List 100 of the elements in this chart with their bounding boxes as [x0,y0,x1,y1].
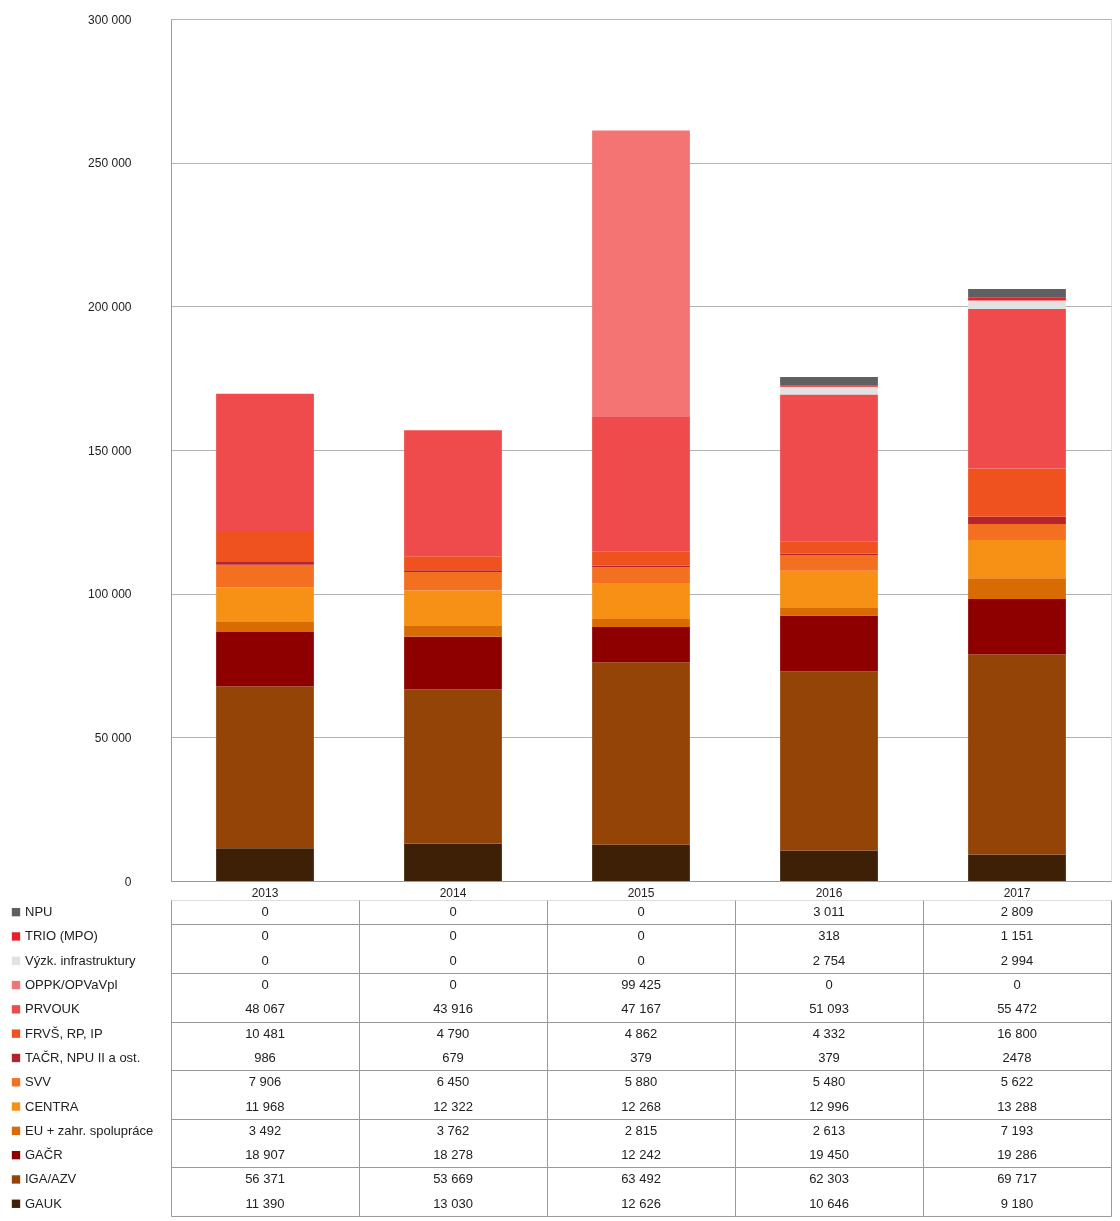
data-label: 4 862 [624,1025,658,1041]
bar [404,572,502,591]
data-label: 53 669 [433,1171,473,1187]
bar [780,394,878,542]
data-label: 2 809 [1000,904,1034,920]
bar [592,130,690,417]
data-label: 18 278 [433,1147,473,1163]
bar [592,619,690,628]
legend-label: PRVOUK [25,1001,80,1017]
bar [216,562,314,565]
data-label: 0 [637,952,645,968]
data-label: 5 880 [624,1074,658,1090]
legend-label: IGA/AZV [25,1171,77,1187]
data-label: 48 067 [245,1001,285,1017]
x-tick-label: 2014 [439,885,467,900]
data-label: 0 [449,904,457,920]
bar [968,289,1066,298]
data-label: 12 268 [621,1098,661,1114]
data-label: 51 093 [809,1001,849,1017]
data-label: 2 613 [812,1122,846,1138]
data-label: 379 [630,1049,652,1065]
legend-label: FRVŠ, RP, IP [25,1025,103,1041]
data-label: 62 303 [809,1171,849,1187]
bar [404,636,502,690]
legend-label: SVV [25,1074,52,1090]
legend-label: NPU [25,904,53,920]
bar [968,523,1066,541]
data-label: 10 646 [809,1195,849,1211]
bar [780,608,878,616]
bar [968,516,1066,524]
data-label: 11 390 [245,1195,285,1211]
bar [780,554,878,571]
data-label: 5 622 [1000,1074,1034,1090]
data-label: 0 [637,928,645,944]
data-label: 13 030 [433,1195,473,1211]
legend-label: EU + zahr. spolupráce [25,1122,154,1138]
legend-label: CENTRA [25,1098,79,1114]
data-label: 47 167 [621,1001,661,1017]
x-tick-label: 2016 [815,885,843,900]
bar [592,551,690,566]
legend-label: OPPK/OPVaVpI [25,977,118,993]
data-label: 3 492 [248,1122,282,1138]
legend-label: GAČR [25,1147,63,1163]
data-label: 16 800 [997,1025,1037,1041]
bar [216,564,314,588]
legend-label: TRIO (MPO) [25,928,98,944]
data-label: 3 762 [436,1122,470,1138]
bar [404,556,502,571]
data-label: 1 151 [1000,928,1034,944]
data-label: 56 371 [245,1171,285,1187]
y-tick-label: 200 000 [88,299,132,314]
data-label: 2478 [1002,1049,1032,1065]
data-label: 13 288 [997,1098,1037,1114]
bar [592,566,690,584]
legend-label: Výzk. infrastruktury [25,952,137,968]
bar [968,578,1066,599]
bar [592,662,690,845]
data-label: 6 450 [436,1074,470,1090]
bar [592,583,690,620]
data-label: 0 [449,928,457,944]
data-label: 0 [261,904,269,920]
data-label: 0 [825,977,833,993]
data-label: 0 [261,928,269,944]
data-label: 0 [1013,977,1021,993]
bar [216,686,314,849]
x-tick-label: 2017 [1003,885,1031,900]
y-tick-label: 0 [124,874,132,889]
bar [780,377,878,386]
bar [216,621,314,632]
bar [968,540,1066,579]
bar [216,848,314,881]
data-label: 0 [637,904,645,920]
data-label: 379 [818,1049,840,1065]
data-label: 99 425 [621,977,661,993]
data-label: 12 996 [809,1098,849,1114]
x-tick-label: 2015 [627,885,655,900]
data-label: 55 472 [997,1001,1037,1017]
data-label: 19 286 [997,1147,1037,1163]
data-label: 12 242 [621,1147,661,1163]
bar [404,689,502,844]
data-label: 4 332 [812,1025,846,1041]
data-label: 63 492 [621,1171,661,1187]
bar [968,468,1066,517]
bar [780,541,878,554]
data-label: 69 717 [997,1171,1037,1187]
data-label: 7 906 [248,1074,282,1090]
data-label: 7 193 [1000,1122,1034,1138]
data-label: 12 322 [433,1098,473,1114]
bar [780,671,878,851]
bar [780,615,878,672]
legend-label: TAČR, NPU II a ost. [25,1049,141,1065]
data-label: 5 480 [812,1074,846,1090]
data-label: 986 [254,1049,276,1065]
bar [216,631,314,687]
y-tick-label: 100 000 [88,587,132,602]
bar [968,300,1066,310]
bar [968,598,1066,655]
bar [404,590,502,627]
data-label: 19 450 [809,1147,849,1163]
bar [216,587,314,622]
